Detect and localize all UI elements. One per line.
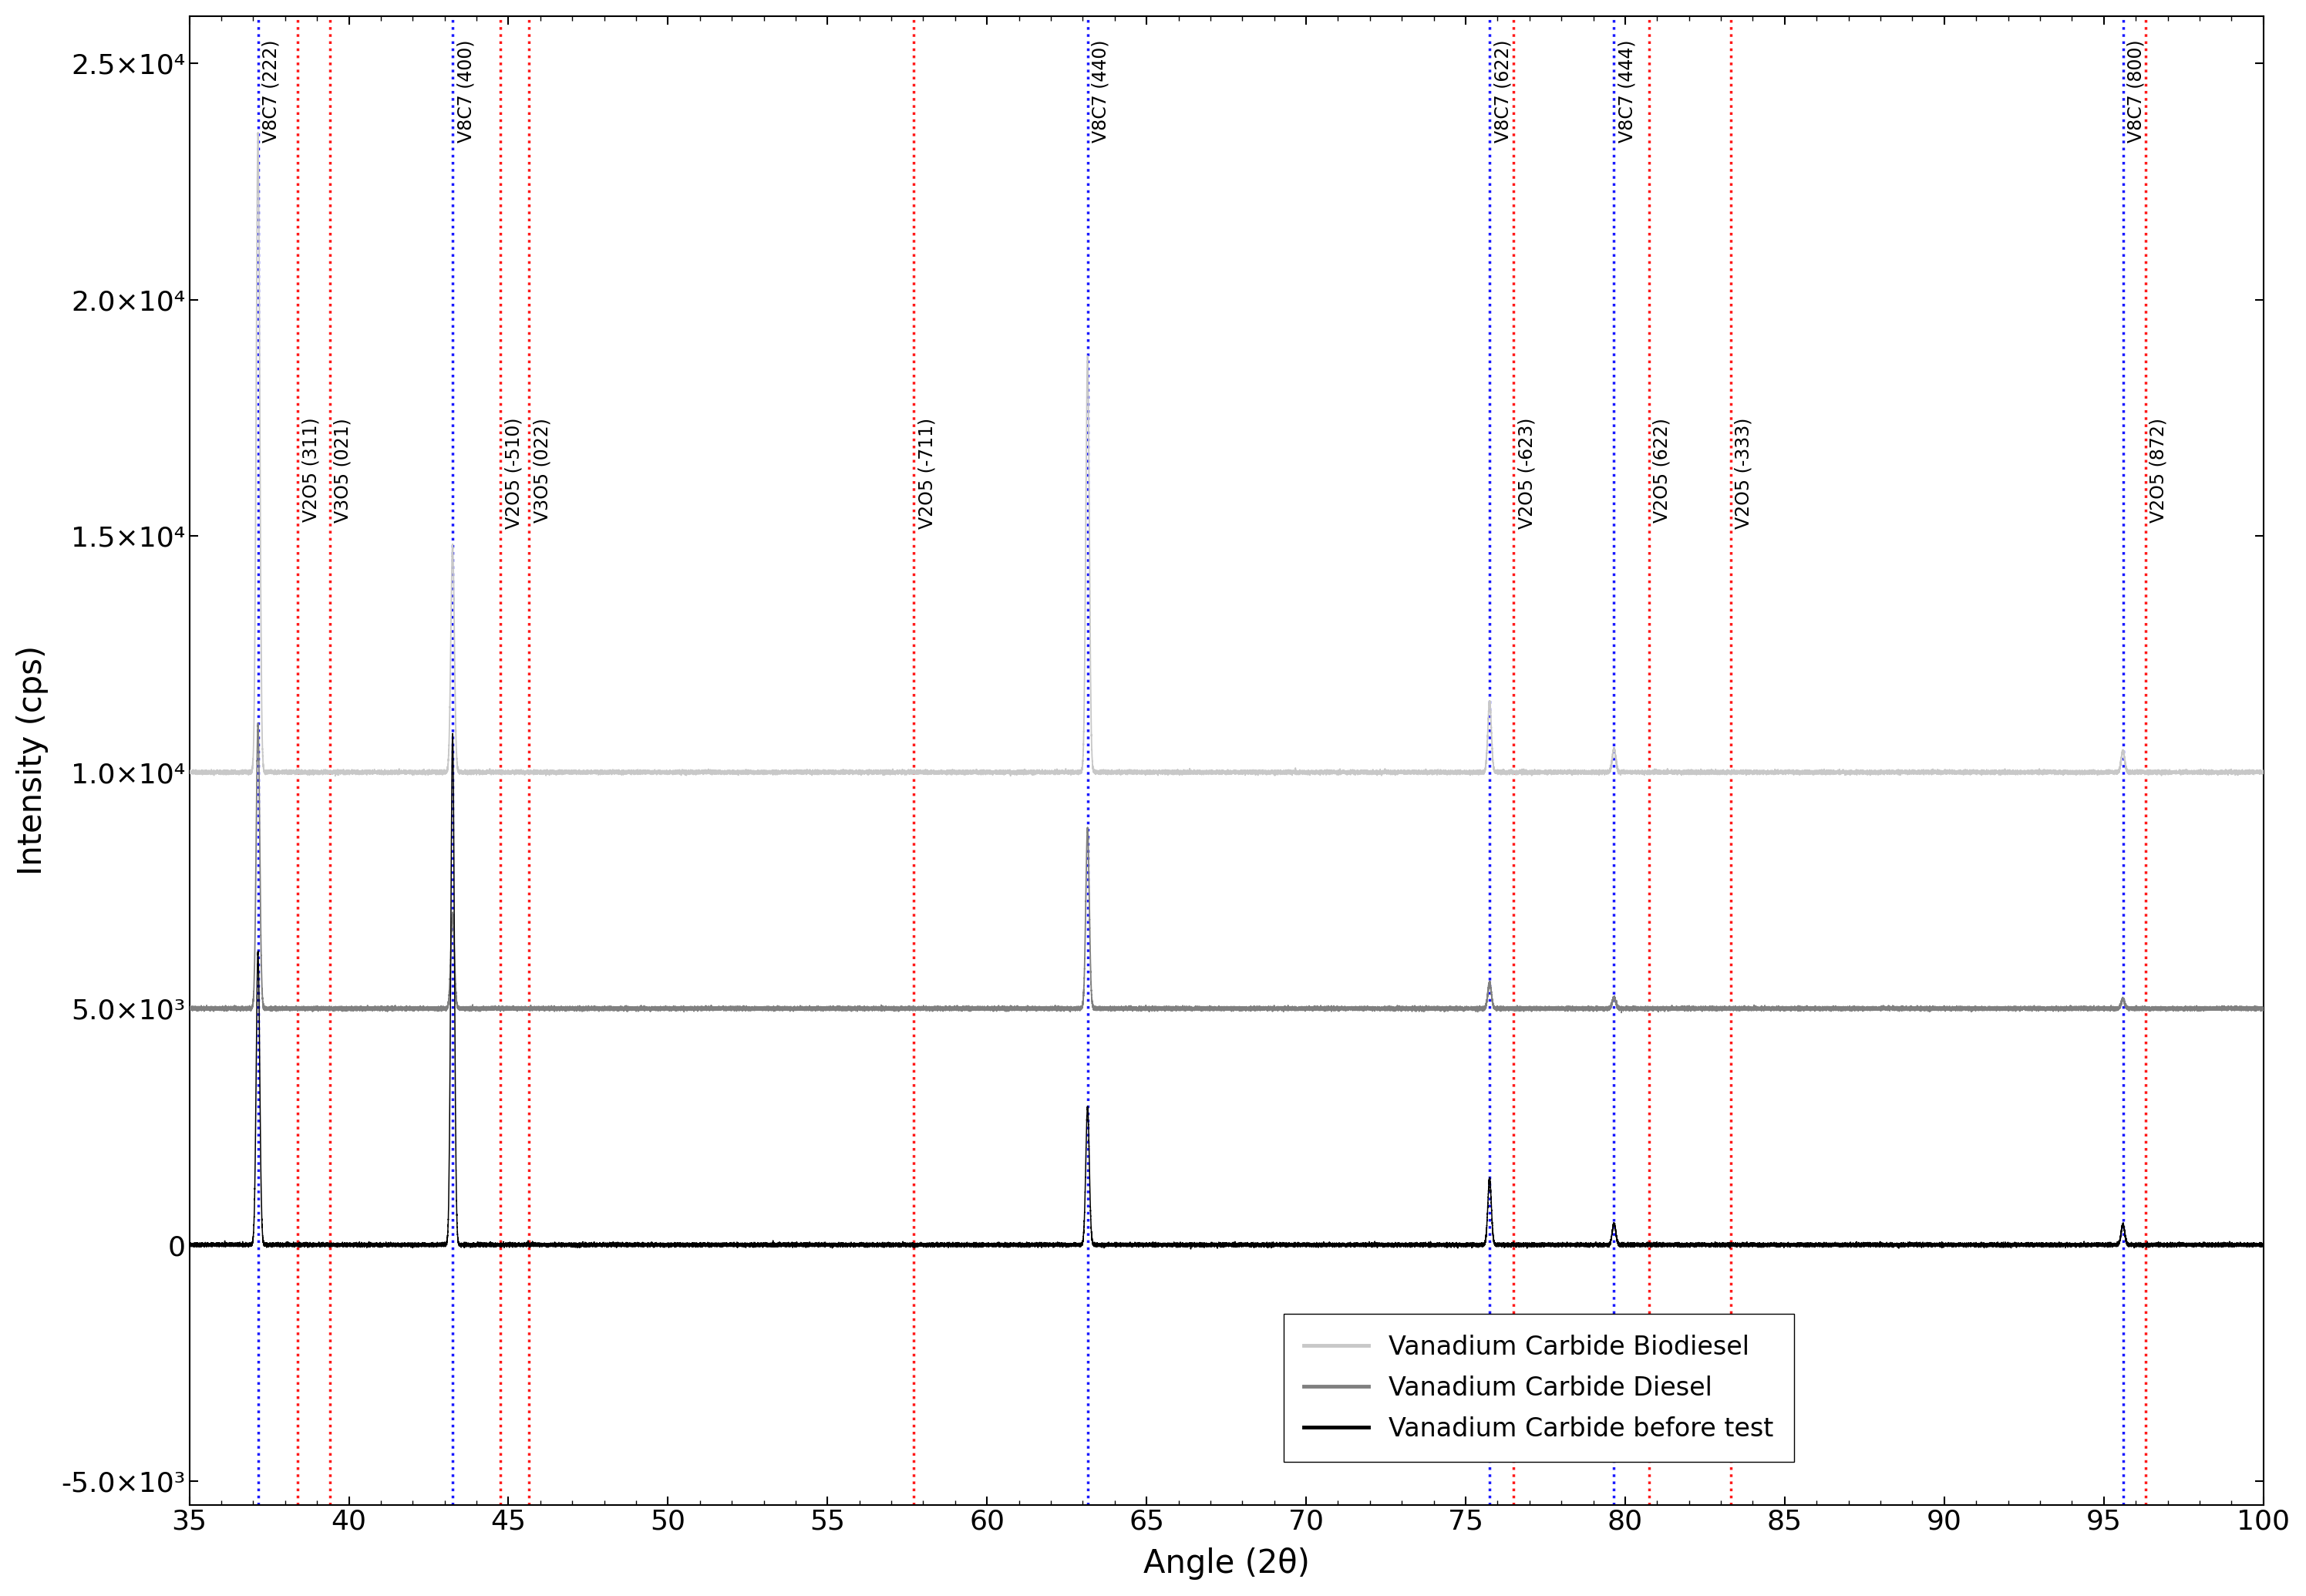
Vanadium Carbide Diesel xyxy=(1859,999,1886,1018)
Line: Vanadium Carbide Diesel: Vanadium Carbide Diesel xyxy=(189,723,2264,1012)
Vanadium Carbide before test xyxy=(175,1237,203,1256)
Text: V8C7 (440): V8C7 (440) xyxy=(1091,40,1109,142)
Line: Vanadium Carbide before test: Vanadium Carbide before test xyxy=(189,734,2264,1250)
Vanadium Carbide Diesel xyxy=(1607,1002,1635,1021)
Legend: Vanadium Carbide Biodiesel, Vanadium Carbide Diesel, Vanadium Carbide before tes: Vanadium Carbide Biodiesel, Vanadium Car… xyxy=(1284,1314,1794,1462)
Text: V2O5 (-510): V2O5 (-510) xyxy=(505,418,523,530)
Text: V8C7 (400): V8C7 (400) xyxy=(457,40,475,142)
Vanadium Carbide Biodiesel xyxy=(2251,761,2278,780)
Text: V2O5 (-711): V2O5 (-711) xyxy=(918,418,936,528)
Vanadium Carbide Biodiesel xyxy=(406,761,434,780)
Vanadium Carbide before test xyxy=(1859,1235,1886,1254)
Text: V2O5 (872): V2O5 (872) xyxy=(2149,418,2168,522)
Vanadium Carbide Biodiesel xyxy=(1732,764,1759,784)
Text: V3O5 (021): V3O5 (021) xyxy=(334,418,353,522)
Vanadium Carbide before test xyxy=(406,1237,434,1256)
X-axis label: Angle (2θ): Angle (2θ) xyxy=(1144,1548,1310,1580)
Text: V8C7 (622): V8C7 (622) xyxy=(1494,40,1513,142)
Vanadium Carbide before test xyxy=(1176,1240,1204,1259)
Vanadium Carbide Biodiesel xyxy=(175,763,203,782)
Text: V2O5 (622): V2O5 (622) xyxy=(1653,418,1672,522)
Text: V2O5 (-333): V2O5 (-333) xyxy=(1734,418,1753,530)
Vanadium Carbide Biodiesel xyxy=(839,763,867,782)
Vanadium Carbide Diesel xyxy=(175,999,203,1018)
Vanadium Carbide Biodiesel xyxy=(244,123,272,142)
Text: V3O5 (022): V3O5 (022) xyxy=(533,418,551,522)
Vanadium Carbide Diesel xyxy=(1732,1001,1759,1020)
Vanadium Carbide before test xyxy=(839,1234,867,1253)
Text: V8C7 (444): V8C7 (444) xyxy=(1619,40,1637,142)
Vanadium Carbide before test xyxy=(2011,1237,2039,1256)
Vanadium Carbide Diesel xyxy=(406,998,434,1017)
Text: V2O5 (311): V2O5 (311) xyxy=(302,418,321,522)
Vanadium Carbide before test xyxy=(1939,1235,1967,1254)
Vanadium Carbide Biodiesel xyxy=(321,766,348,785)
Y-axis label: Intensity (cps): Intensity (cps) xyxy=(16,645,48,875)
Vanadium Carbide Diesel xyxy=(1939,1001,1967,1020)
Vanadium Carbide Diesel xyxy=(2011,999,2039,1018)
Vanadium Carbide Diesel xyxy=(839,1001,867,1020)
Vanadium Carbide before test xyxy=(1732,1237,1759,1256)
Vanadium Carbide Diesel xyxy=(244,713,272,733)
Vanadium Carbide Biodiesel xyxy=(1859,764,1886,784)
Vanadium Carbide before test xyxy=(438,725,466,744)
Vanadium Carbide Biodiesel xyxy=(1939,763,1967,782)
Line: Vanadium Carbide Biodiesel: Vanadium Carbide Biodiesel xyxy=(189,132,2264,776)
Vanadium Carbide Diesel xyxy=(2251,999,2278,1018)
Vanadium Carbide Biodiesel xyxy=(2011,763,2039,782)
Text: V2O5 (-623): V2O5 (-623) xyxy=(1517,418,1536,530)
Vanadium Carbide before test xyxy=(2251,1235,2278,1254)
Text: V8C7 (222): V8C7 (222) xyxy=(263,40,281,142)
Text: V8C7 (800): V8C7 (800) xyxy=(2126,40,2145,142)
